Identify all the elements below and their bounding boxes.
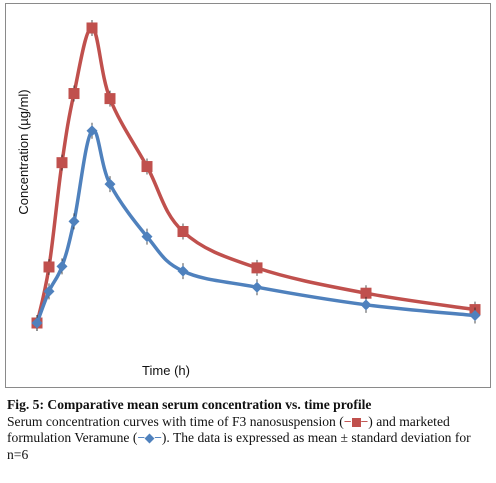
caption-text-2: ) and marketed formulation Veramune ( — [7, 413, 450, 446]
data-point-square — [360, 287, 372, 299]
data-point-diamond — [68, 215, 80, 227]
data-point-diamond — [360, 299, 372, 311]
legend-dash: − — [154, 430, 162, 445]
data-point-square — [104, 93, 116, 105]
legend-dash: − — [360, 413, 369, 429]
data-point-diamond — [177, 265, 189, 277]
data-point-square — [56, 157, 68, 169]
data-point-square — [177, 226, 189, 238]
figure-caption: Fig. 5: Comparative mean serum concentra… — [7, 397, 491, 463]
data-point-diamond — [469, 310, 481, 322]
data-point-diamond — [141, 231, 153, 243]
chart-svg: Time (h) Concentration (µg/ml) — [16, 19, 481, 378]
legend-dash: − — [343, 413, 352, 429]
data-point-square — [43, 261, 55, 273]
data-point-diamond — [251, 281, 263, 293]
chart-area: Time (h) Concentration (µg/ml) — [5, 3, 491, 388]
data-point-square — [86, 22, 98, 34]
data-point-diamond — [104, 178, 116, 190]
figure-description: Serum concentration curves with time of … — [7, 414, 491, 464]
y-axis-label: Concentration (µg/ml) — [16, 89, 31, 214]
x-axis-label: Time (h) — [142, 363, 190, 378]
data-point-square — [251, 262, 263, 274]
legend-symbol-diamond: − − — [137, 430, 162, 445]
data-point-diamond — [56, 260, 68, 272]
caption-text-3: ). The data is expressed as mean ± stand… — [7, 430, 471, 462]
caption-text-1: Serum concentration curves with time of … — [7, 413, 344, 429]
data-point-square — [141, 161, 153, 173]
square-marker-icon — [351, 417, 361, 427]
data-point-diamond — [31, 317, 43, 329]
series-line-2 — [35, 128, 476, 324]
series-line-1 — [35, 26, 476, 324]
legend-dash: − — [137, 430, 146, 445]
data-point-diamond — [43, 285, 55, 297]
plot-layer — [31, 19, 481, 331]
legend-symbol-square: − − — [344, 414, 369, 429]
data-point-square — [68, 88, 80, 100]
figure-title: Fig. 5: Comparative mean serum concentra… — [7, 397, 372, 412]
